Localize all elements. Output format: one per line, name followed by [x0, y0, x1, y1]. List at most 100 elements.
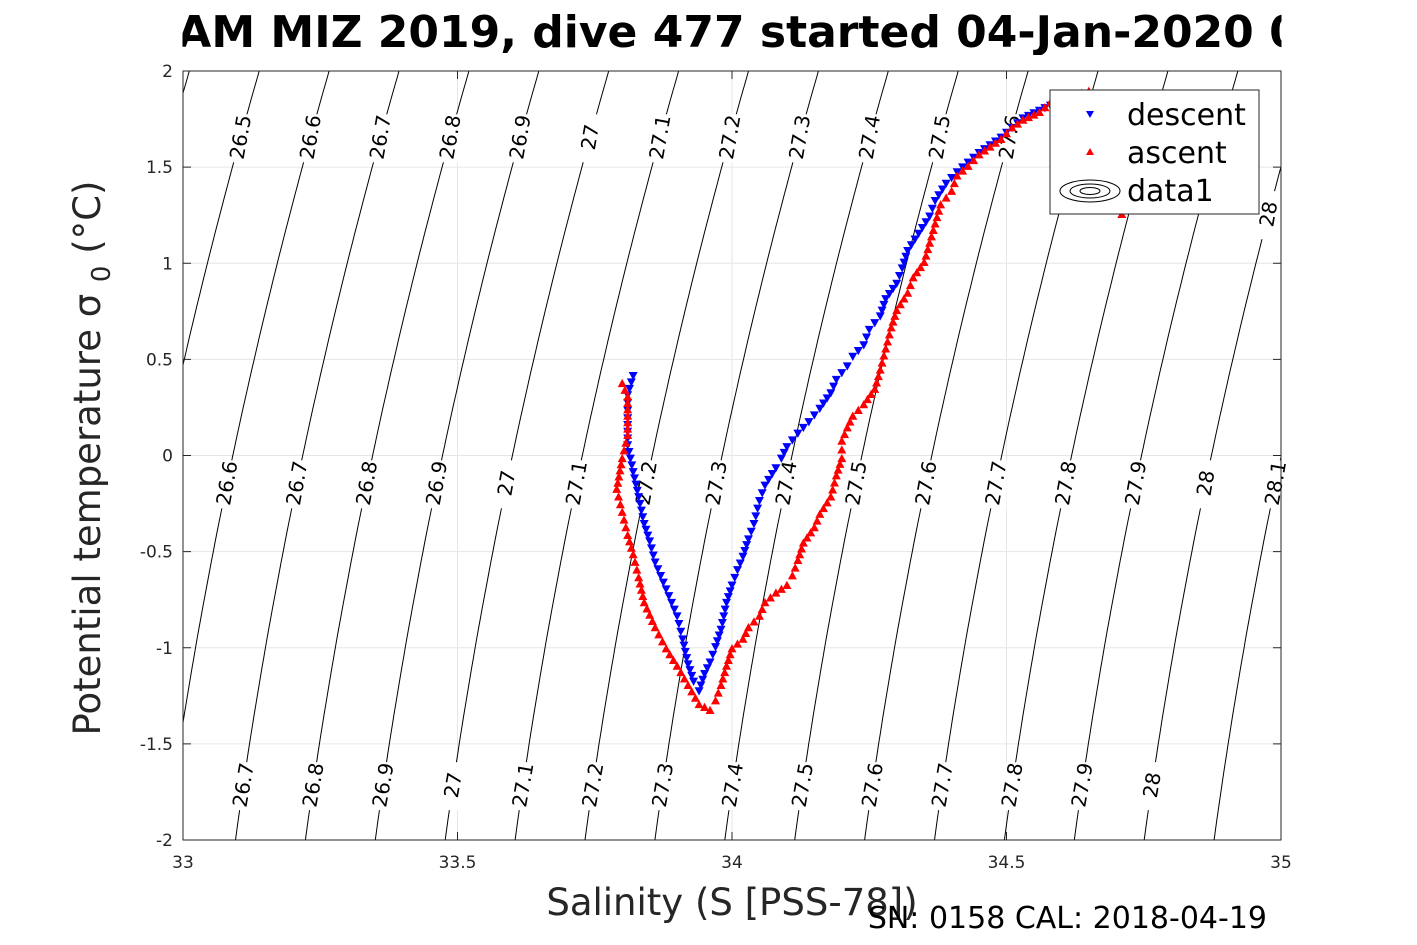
ascent-point	[903, 288, 913, 297]
descent-point	[826, 389, 836, 398]
contour-label-bg	[508, 114, 531, 163]
x-axis-label: Salinity (S [PSS-78])	[546, 881, 917, 924]
density-contour-line	[864, 70, 1029, 841]
ascent-series	[612, 86, 1127, 714]
descent-point	[782, 443, 792, 452]
descent-point	[875, 312, 885, 321]
ascent-point	[873, 371, 883, 381]
ascent-point	[749, 617, 759, 626]
chart-title: 537 ROAM MIZ 2019, dive 477 started 04-J…	[0, 7, 1379, 58]
ascent-point	[705, 705, 715, 714]
descent-point	[888, 284, 898, 294]
descent-point	[764, 475, 774, 485]
ascent-point	[890, 311, 900, 320]
x-axis-ticks: 33 33.5 34 34.5 35	[172, 71, 1292, 873]
descent-point	[653, 565, 663, 574]
descent-point	[735, 559, 745, 568]
descent-point	[625, 384, 635, 394]
ascent-point	[727, 644, 737, 653]
contour-label-bg	[774, 460, 797, 509]
descent-point	[680, 647, 690, 657]
contour-label-bg	[1124, 460, 1147, 509]
descent-point	[947, 173, 957, 183]
descent-point	[842, 362, 852, 371]
ascent-point	[623, 411, 633, 420]
descent-point	[760, 481, 770, 490]
descent-point	[714, 631, 724, 640]
ascent-point	[754, 611, 764, 620]
ascent-point	[642, 604, 652, 613]
descent-point	[720, 605, 730, 614]
descent-point	[712, 637, 722, 646]
descent-point	[689, 677, 699, 686]
y-tick-label: -2	[156, 831, 173, 851]
ascent-point	[683, 680, 693, 689]
ascent-point	[741, 628, 751, 638]
ascent-point	[859, 400, 869, 409]
ascent-point	[879, 351, 889, 360]
y-axis-label-main: Potential temperature	[66, 329, 109, 735]
descent-point	[661, 585, 671, 594]
ascent-point	[657, 637, 667, 646]
contour-label-bg	[438, 114, 461, 163]
contour-label-bg	[371, 762, 394, 811]
descent-point	[746, 527, 756, 536]
descent-point	[641, 525, 651, 535]
y-axis-ticks: 2 1.5 1 0.5 0 -0.5 -1 -1.5 -2	[140, 62, 1281, 851]
ascent-point	[634, 573, 644, 582]
ascent-point	[842, 423, 852, 432]
contour-label: 27	[439, 770, 467, 799]
ascent-point	[623, 424, 633, 433]
contour-label-bg	[441, 762, 464, 811]
x-tick-label: 34.5	[988, 853, 1026, 873]
descent-point	[725, 587, 735, 596]
contour-label-bg	[721, 762, 744, 811]
descent-point	[658, 578, 668, 587]
descent-point	[815, 404, 825, 413]
descent-point	[779, 448, 789, 458]
descent-point	[934, 191, 944, 200]
density-contour-line	[374, 70, 540, 841]
density-contour-labels: 26.5 26.6 26.7 26.8 26.9 27 27.1 27.2 27.3 27.4 27…	[211, 113, 1291, 811]
ascent-point	[837, 436, 847, 445]
contour-label-bg	[299, 114, 322, 163]
descent-point	[705, 658, 715, 667]
ascent-point	[1034, 107, 1044, 117]
descent-point	[676, 627, 686, 636]
contour-label-bg	[844, 460, 867, 509]
legend-contour-label: data1	[1127, 174, 1214, 209]
contour-label-bg	[914, 460, 937, 509]
descent-point	[634, 493, 644, 502]
ascent-point	[635, 579, 645, 588]
ascent-point	[797, 544, 807, 553]
descent-point	[717, 619, 727, 628]
ascent-point	[765, 593, 775, 602]
density-contour-line	[514, 70, 680, 841]
ascent-point	[1040, 102, 1050, 112]
ascent-point	[1012, 119, 1022, 128]
contour-label-bg	[648, 114, 671, 163]
descent-point	[727, 581, 737, 590]
ascent-point	[877, 358, 887, 367]
ascent-point	[872, 378, 882, 387]
descent-point	[624, 447, 634, 457]
ascent-point	[848, 411, 858, 420]
ascent-point	[776, 584, 786, 593]
ascent-point	[654, 630, 664, 639]
contour-label: 28	[1138, 770, 1166, 799]
contour-label-bg	[1194, 460, 1217, 509]
descent-point	[809, 411, 819, 420]
ascent-point	[716, 680, 726, 689]
contour-label: 27	[576, 122, 604, 151]
ascent-point	[980, 146, 990, 155]
ascent-point	[732, 639, 742, 648]
ascent-point	[930, 219, 940, 228]
descent-point	[631, 480, 641, 489]
ascent-point	[612, 484, 622, 493]
y-tick-label: 0	[162, 447, 173, 467]
descent-point	[711, 643, 721, 652]
ascent-point	[969, 155, 979, 165]
descent-point	[643, 531, 653, 540]
descent-point	[708, 650, 718, 660]
